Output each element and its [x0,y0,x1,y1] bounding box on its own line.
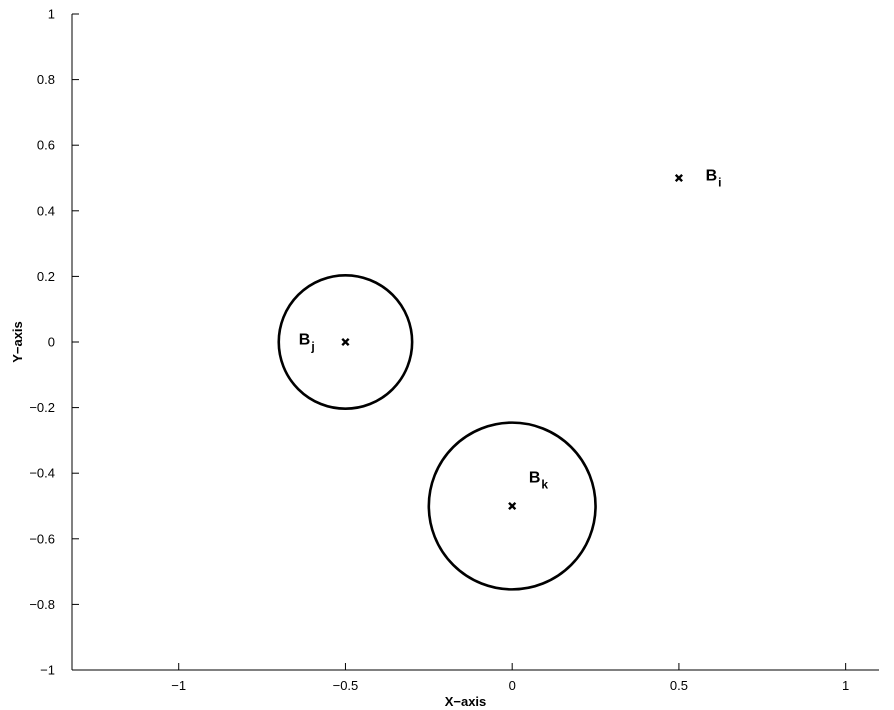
point-label-k: Bk [529,469,549,491]
marker-stroke [341,337,350,347]
marker-stroke [508,501,517,511]
plot-marks: Bi Bj Bk [277,168,722,591]
ticks: −1 −0.5 0 0.5 1 −1 −0.8 −0.6 −0.4 −0.2 0 0.2 0.4 0.6 0… [29,7,849,694]
point-label-subscript: i [718,176,721,190]
y-tick-label: 0.8 [37,72,55,87]
y-tick-label: 1 [48,7,55,22]
point-label-j: Bj [299,332,315,354]
y-tick-label: −0.8 [29,597,55,612]
x-tick-label: 0 [509,678,516,693]
point-label-subscript: k [541,477,548,491]
point-marker-j [341,337,350,347]
circle-j [277,274,414,410]
point-label-subscript: j [310,340,314,354]
x-tick-label: −0.5 [333,678,359,693]
y-tick-label: 0.4 [37,203,55,218]
y-tick-label: 0.2 [37,269,55,284]
circle-k [427,421,597,591]
y-tick-label: 0.6 [37,138,55,153]
y-tick-label: −0.2 [29,400,55,415]
x-tick-label: 0.5 [670,678,688,693]
x-tick-label: −1 [171,678,186,693]
y-tick-label: −0.6 [29,531,55,546]
point-marker-k [508,501,517,511]
y-tick-label: −1 [40,663,55,678]
y-tick-label: 0 [48,335,55,350]
x-axis-title: X−axis [445,694,487,709]
x-tick-label: 1 [842,678,849,693]
y-tick-label: −0.4 [29,466,55,481]
point-marker-i [674,173,683,183]
y-axis-title: Y−axis [10,321,25,363]
marker-stroke [674,173,683,183]
axes [71,14,879,671]
point-label-i: Bi [706,168,722,190]
